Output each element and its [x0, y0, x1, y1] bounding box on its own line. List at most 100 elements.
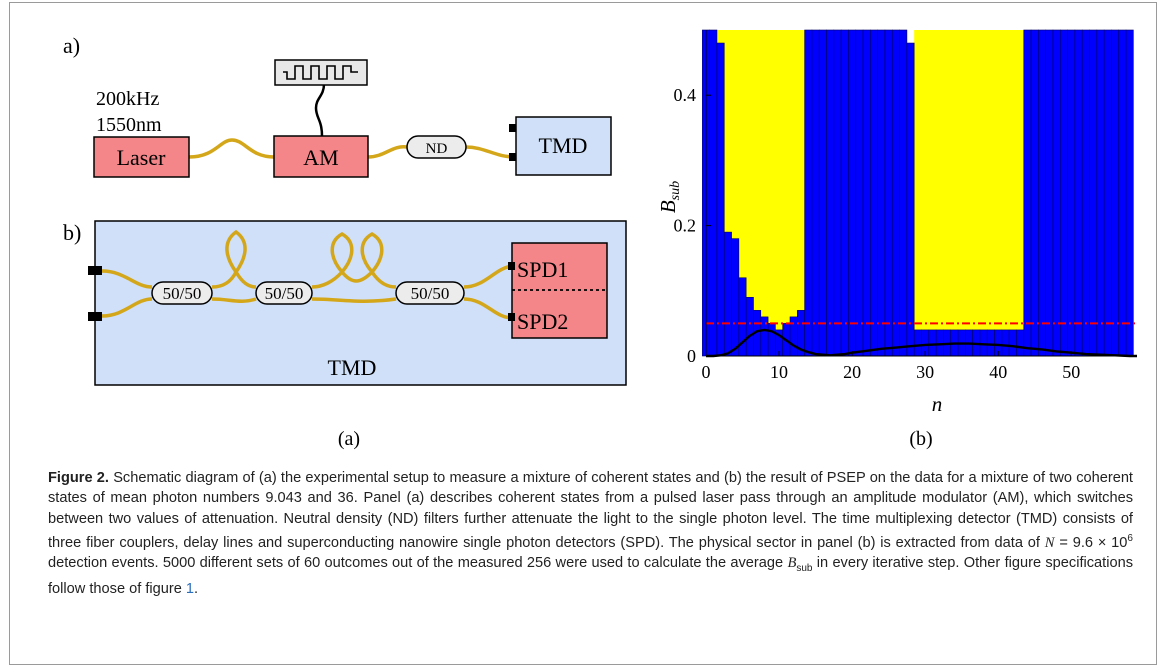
panel-b-label: b)	[63, 220, 81, 245]
bar-56	[1111, 29, 1120, 357]
bar-2	[716, 42, 725, 357]
am-box	[273, 135, 369, 178]
laser-rate-label: 200kHz	[96, 88, 159, 110]
subcaption-b: (b)	[909, 428, 932, 450]
x-tick-label-4: 40	[989, 362, 1007, 382]
bsub-chart: 0 10 20 30 40 50 0 0.2 0.4 Bsub n (b)	[656, 29, 1137, 450]
bar-57	[1118, 29, 1127, 357]
x-tick-label-0: 0	[702, 362, 711, 382]
bar-27	[899, 29, 908, 357]
laser-label: Laser	[117, 145, 167, 170]
spd1-label: SPD1	[517, 257, 568, 282]
coupler-1-label: 50/50	[163, 284, 202, 303]
caption-text-1: Schematic diagram of (a) the experimenta…	[48, 470, 1133, 551]
bar-21	[855, 29, 864, 357]
bar-45	[1030, 29, 1039, 357]
x-axis-label: n	[932, 392, 943, 416]
tmd-input-port-top	[509, 124, 516, 132]
bar-6	[745, 297, 754, 357]
bar-29	[913, 329, 922, 357]
laser-wavelength-label: 1550nm	[96, 114, 162, 136]
tmd-fibers	[101, 229, 513, 320]
coupler-3-label: 50/50	[411, 284, 450, 303]
bar-14	[804, 29, 813, 357]
bar-25	[884, 29, 893, 357]
bar-41	[1001, 329, 1010, 357]
tmd-detail-label: TMD	[328, 355, 377, 380]
x-tick-label-1: 10	[770, 362, 788, 382]
bar-28	[906, 42, 915, 357]
nd-filter	[406, 135, 467, 159]
fiber-am-nd	[367, 145, 408, 159]
bar-54	[1096, 29, 1105, 357]
figure-ref-link[interactable]: 1	[185, 581, 195, 598]
x-tick-label-5: 50	[1062, 362, 1080, 382]
coupler-1: 50/50	[151, 281, 213, 305]
tmd-detail-port-top	[88, 266, 102, 275]
laser-box	[93, 136, 190, 178]
bar-46	[1038, 29, 1046, 357]
bar-1	[709, 29, 718, 357]
x-tick-label-3: 30	[916, 362, 934, 382]
x-tick-label-2: 20	[843, 362, 861, 382]
coupler-2: 50/50	[255, 281, 313, 305]
caption-n-eq: = 9.6 × 10	[1054, 534, 1128, 551]
bar-19	[840, 29, 849, 357]
y-axis-label-main: B	[656, 200, 680, 213]
spd2-port	[508, 313, 515, 321]
square-wave-icon	[283, 65, 358, 80]
caption-n-var: N	[1044, 534, 1055, 551]
bar-44	[1023, 29, 1032, 357]
fiber-laser-am	[188, 138, 275, 159]
subcaption-a: (a)	[338, 428, 360, 450]
y-axis-label: Bsub	[656, 181, 683, 213]
nd-label: ND	[426, 141, 448, 157]
bar-53	[1089, 29, 1098, 357]
tmd-detail-port-bottom	[88, 312, 102, 321]
tmd-box	[515, 116, 612, 176]
bar-47	[1045, 29, 1054, 357]
bar-49	[1059, 29, 1068, 357]
bar-16	[818, 29, 827, 357]
panel-a-label: a)	[63, 33, 80, 58]
bar-50	[1067, 29, 1076, 357]
bar-26	[891, 29, 900, 357]
setup-schematic: a) 200kHz 1550nm Laser AM ND TMD b) 50/5…	[63, 33, 627, 450]
figure-label: Figure 2.	[48, 470, 109, 486]
bar-17	[826, 29, 835, 357]
am-signal-cable	[314, 83, 326, 137]
spd1-port	[508, 262, 515, 270]
tmd-input-port-bottom	[509, 153, 516, 161]
am-label: AM	[303, 145, 338, 170]
bar-24	[877, 29, 886, 357]
bar-9	[767, 323, 776, 357]
bar-43	[1016, 329, 1025, 357]
caption-b-var: B	[787, 555, 797, 572]
coupler-2-label: 50/50	[265, 284, 304, 303]
bar-22	[862, 29, 871, 357]
bar-3	[723, 231, 732, 357]
bar-58	[1125, 29, 1134, 357]
bar-52	[1081, 29, 1090, 357]
bar-39	[986, 329, 995, 357]
chart-plot-area: 0 10 20 30 40 50 0 0.2 0.4	[674, 29, 1137, 382]
bar-55	[1103, 29, 1112, 357]
fiber-nd-tmd	[465, 145, 516, 159]
bar-20	[848, 29, 857, 357]
y-axis-label-sub: sub	[668, 181, 683, 200]
caption-b-sub: sub	[796, 562, 813, 574]
caption-text-3: in every iterative step. Other figure sp…	[48, 555, 1133, 598]
caption-text-4: .	[194, 581, 199, 598]
bar-42	[1008, 329, 1017, 357]
caption-text-2: detection events. 5000 different sets of…	[48, 555, 788, 572]
bar-15	[811, 29, 820, 357]
caption-n-exp: 6	[1127, 532, 1133, 544]
bar-4	[731, 238, 740, 357]
tmd-label: TMD	[539, 133, 588, 158]
spd2-label: SPD2	[517, 309, 568, 334]
bar-31	[928, 329, 937, 357]
bar-51	[1074, 29, 1083, 357]
y-tick-label-1: 0.2	[674, 216, 697, 236]
bar-48	[1052, 29, 1061, 357]
figure-caption: Figure 2. Schematic diagram of (a) the e…	[48, 468, 1133, 600]
